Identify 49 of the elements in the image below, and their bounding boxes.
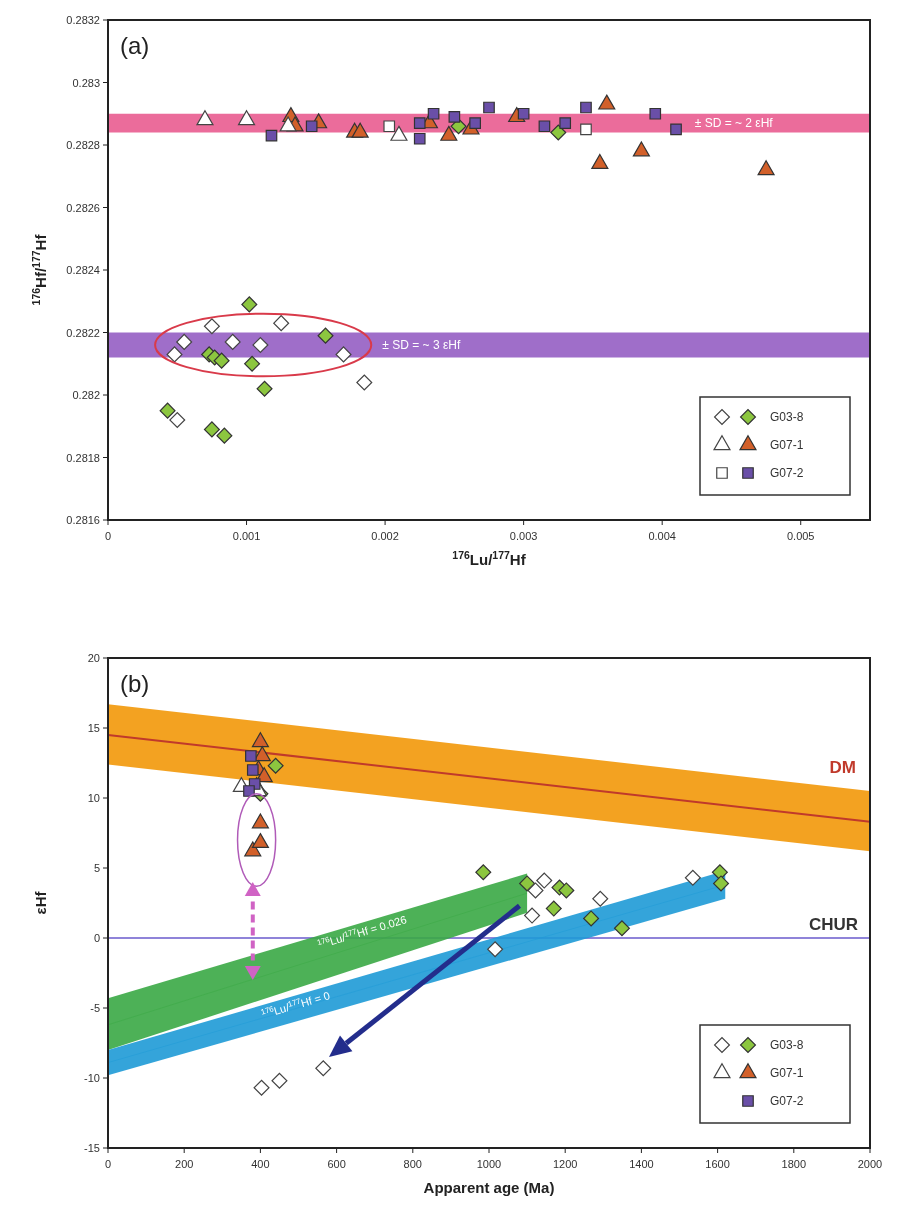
x-tick-label: 400 bbox=[251, 1158, 270, 1170]
x-tick-label: 0.003 bbox=[509, 530, 538, 542]
annotation: (b) bbox=[120, 670, 150, 697]
y-tick-label: 0.283 bbox=[72, 76, 100, 89]
y-tick-label: 0.2828 bbox=[66, 139, 100, 151]
y-tick-label: 0.2832 bbox=[66, 14, 100, 26]
band-label: ± SD = ~ 2 εHf bbox=[694, 116, 774, 131]
y-tick-label: -5 bbox=[90, 1002, 100, 1014]
y-tick-label: -15 bbox=[84, 1142, 100, 1154]
legend-label: G07-2 bbox=[770, 1094, 804, 1108]
legend-label: G03-8 bbox=[770, 1038, 804, 1052]
legend-label: G03-8 bbox=[770, 410, 804, 424]
y-tick-label: 0.2818 bbox=[66, 451, 100, 464]
ref-line-label: CHUR bbox=[808, 915, 858, 934]
x-tick-label: 0.004 bbox=[648, 530, 676, 542]
x-tick-label: 1000 bbox=[476, 1158, 502, 1170]
y-tick-label: 0.282 bbox=[72, 389, 100, 401]
annotation: (a) bbox=[120, 32, 150, 59]
x-tick-label: 600 bbox=[327, 1158, 346, 1170]
legend-label: G07-2 bbox=[770, 466, 804, 480]
y-tick-label: 0.2824 bbox=[66, 264, 100, 276]
x-tick-label: 800 bbox=[403, 1158, 422, 1170]
y-tick-label: 0 bbox=[93, 932, 100, 944]
x-tick-label: 2000 bbox=[857, 1158, 883, 1170]
legend-label: G07-1 bbox=[770, 1066, 804, 1080]
x-tick-label: 1600 bbox=[705, 1158, 730, 1170]
y-tick-label: 20 bbox=[87, 652, 100, 664]
x-tick-label: 200 bbox=[175, 1158, 194, 1170]
x-tick-label: 1400 bbox=[629, 1158, 654, 1170]
y-tick-label: 15 bbox=[87, 722, 100, 734]
y-tick-label: 0.2816 bbox=[66, 514, 100, 526]
x-tick-label: 1800 bbox=[781, 1158, 807, 1170]
x-tick-label: 0 bbox=[104, 1158, 112, 1170]
y-tick-label: 0.2822 bbox=[66, 326, 100, 339]
x-tick-label: 0.002 bbox=[371, 530, 399, 542]
x-tick-label: 0.005 bbox=[786, 530, 815, 542]
x-tick-label: 0 bbox=[104, 530, 112, 542]
x-tick-label: 1200 bbox=[552, 1158, 578, 1170]
text: DM bbox=[829, 758, 856, 777]
y-tick-label: 10 bbox=[87, 792, 100, 804]
y-tick-label: 5 bbox=[93, 862, 100, 874]
x-axis-title: Apparent age (Ma) bbox=[423, 1179, 555, 1196]
x-axis-title: $^{176}$Lu/$^{177}$Hf bbox=[452, 549, 527, 568]
y-tick-label: 0.2826 bbox=[66, 201, 100, 214]
x-tick-label: 0.001 bbox=[232, 530, 261, 542]
band-label: ± SD = ~ 3 εHf bbox=[382, 338, 461, 352]
y-tick-label: -10 bbox=[84, 1072, 100, 1084]
y-axis-title: εHf bbox=[32, 890, 49, 915]
legend-label: G07-1 bbox=[770, 438, 804, 452]
